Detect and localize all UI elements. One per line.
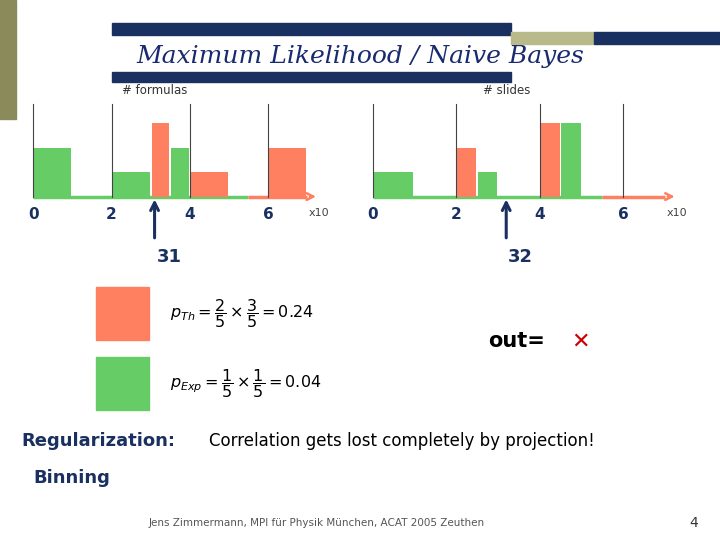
Text: 31: 31	[156, 248, 181, 266]
Bar	[35, 147, 71, 197]
Text: 6: 6	[263, 207, 274, 222]
Text: 4: 4	[184, 207, 195, 222]
Text: 6: 6	[618, 207, 629, 222]
Text: Binning: Binning	[34, 469, 110, 487]
Text: 32: 32	[508, 248, 534, 266]
Text: out=: out=	[488, 331, 545, 351]
Text: ✕: ✕	[571, 332, 590, 352]
Text: 2: 2	[106, 207, 117, 222]
Text: 0: 0	[367, 207, 378, 222]
Bar	[151, 123, 169, 197]
Text: Jens Zimmermann, MPI für Physik München, ACAT 2005 Zeuthen: Jens Zimmermann, MPI für Physik München,…	[149, 518, 485, 528]
Text: $p_{Th} = \dfrac{2}{5} \times \dfrac{3}{5} = 0.24$: $p_{Th} = \dfrac{2}{5} \times \dfrac{3}{…	[170, 297, 313, 330]
Text: 2: 2	[451, 207, 462, 222]
Bar	[478, 172, 497, 197]
Text: x10: x10	[309, 207, 330, 218]
Text: Regularization:: Regularization:	[22, 431, 176, 450]
Text: 4: 4	[690, 516, 698, 530]
Text: Maximum Likelihood / Naive Bayes: Maximum Likelihood / Naive Bayes	[136, 45, 584, 68]
Text: x10: x10	[667, 207, 688, 218]
Bar	[96, 287, 148, 340]
Text: # slides: # slides	[482, 84, 530, 97]
Text: Correlation gets lost completely by projection!: Correlation gets lost completely by proj…	[209, 431, 595, 450]
Text: 4: 4	[534, 207, 545, 222]
Bar	[562, 123, 580, 197]
Bar	[191, 172, 228, 197]
Bar	[374, 172, 413, 197]
Bar	[457, 147, 476, 197]
Bar	[269, 147, 306, 197]
Bar	[541, 123, 559, 197]
Bar	[171, 147, 189, 197]
Text: # formulas: # formulas	[122, 84, 187, 97]
Bar	[112, 172, 150, 197]
Text: 0: 0	[28, 207, 39, 222]
Text: $p_{Exp} = \dfrac{1}{5} \times \dfrac{1}{5} = 0.04$: $p_{Exp} = \dfrac{1}{5} \times \dfrac{1}…	[170, 367, 321, 400]
Bar	[96, 357, 148, 409]
